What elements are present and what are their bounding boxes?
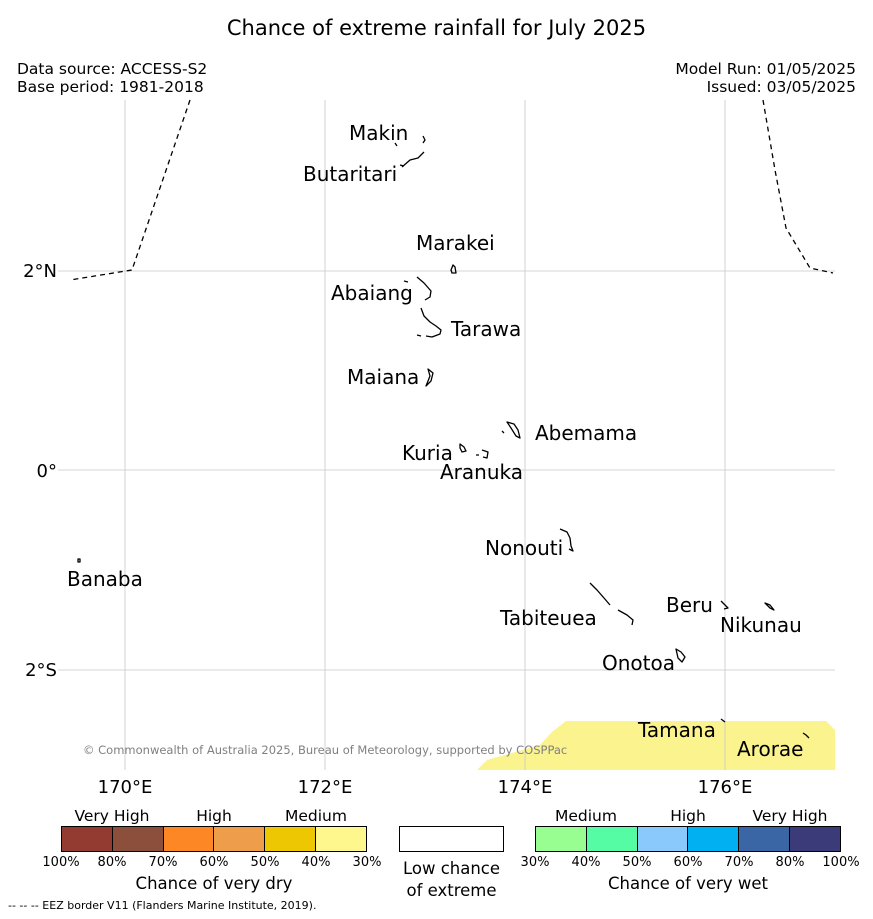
island-label-beru: Beru xyxy=(666,593,713,617)
tamana-outline xyxy=(720,718,726,723)
aranuka-outline xyxy=(476,449,489,459)
nonouti-outline xyxy=(559,528,574,552)
island-label-kuria: Kuria xyxy=(402,441,453,465)
dry-tick-4: 50% xyxy=(250,855,280,870)
dry-header-high: High xyxy=(196,807,232,825)
lat-label-2s: 2°S xyxy=(25,660,57,681)
marakei-outline xyxy=(450,264,457,274)
lon-label-172: 172°E xyxy=(298,777,353,798)
wet-swatch-5 xyxy=(789,827,840,851)
eez-border-note: -- -- -- EEZ border V11 (Flanders Marine… xyxy=(8,899,317,912)
wet-swatch-0 xyxy=(536,827,586,851)
wet-tick-5: 80% xyxy=(775,855,805,870)
island-label-abemama: Abemama xyxy=(535,421,637,445)
island-label-abaiang: Abaiang xyxy=(331,281,413,305)
island-label-nonouti: Nonouti xyxy=(485,536,563,560)
lat-label-0: 0° xyxy=(37,461,57,482)
maiana-outline xyxy=(425,368,434,387)
dry-swatch-0 xyxy=(62,827,112,851)
island-label-onotoa: Onotoa xyxy=(602,651,675,675)
tabiteuea-outline xyxy=(589,582,634,626)
low-chance-caption-line1: Low chance xyxy=(402,859,501,878)
low-chance-caption-line2: of extreme xyxy=(406,881,497,900)
low-chance-caption: Low chance of extreme xyxy=(374,858,529,902)
model-run-block: Model Run: 01/05/2025 Issued: 03/05/2025 xyxy=(675,60,856,96)
onotoa-outline xyxy=(675,648,686,663)
tarawa-outline xyxy=(416,307,442,338)
island-label-tamana: Tamana xyxy=(637,718,716,742)
dry-tick-3: 60% xyxy=(199,855,229,870)
island-label-arorae: Arorae xyxy=(737,737,803,761)
dry-tick-0: 100% xyxy=(42,855,80,870)
issued-text: Issued: 03/05/2025 xyxy=(706,78,856,96)
wet-tick-6: 100% xyxy=(822,855,860,870)
wet-swatch-1 xyxy=(585,827,637,851)
low-chance-swatch xyxy=(399,826,504,852)
wet-colorbar xyxy=(535,826,841,852)
model-run-text: Model Run: 01/05/2025 xyxy=(675,60,856,78)
dry-swatch-3 xyxy=(213,827,265,851)
dry-header-very-high: Very High xyxy=(74,807,150,825)
dry-tick-2: 70% xyxy=(148,855,178,870)
lon-label-174: 174°E xyxy=(498,777,553,798)
wet-tick-4: 70% xyxy=(724,855,754,870)
island-label-marakei: Marakei xyxy=(416,231,495,255)
medium-dry-shading xyxy=(477,721,835,770)
wet-tick-1: 40% xyxy=(571,855,601,870)
dry-tick-5: 40% xyxy=(301,855,331,870)
eez-border-east xyxy=(762,99,834,274)
dry-swatch-1 xyxy=(111,827,163,851)
island-label-nikunau: Nikunau xyxy=(720,613,802,637)
island-label-makin: Makin xyxy=(349,121,408,145)
island-label-butaritari: Butaritari xyxy=(303,162,397,186)
dry-colorbar xyxy=(61,826,367,852)
island-label-tarawa: Tarawa xyxy=(450,317,521,341)
wet-caption: Chance of very wet xyxy=(608,874,768,893)
butaritari-outline xyxy=(399,151,425,168)
copyright-text: © Commonwealth of Australia 2025, Bureau… xyxy=(83,743,567,757)
dry-tick-labels: 100% 80% 70% 60% 50% 40% 30% xyxy=(0,855,873,873)
data-source-block: Data source: ACCESS-S2 Base period: 1981… xyxy=(17,60,207,96)
wet-swatch-2 xyxy=(636,827,688,851)
lon-label-170: 170°E xyxy=(98,777,153,798)
chart-title: Chance of extreme rainfall for July 2025 xyxy=(226,16,647,40)
abaiang-outline xyxy=(403,276,432,301)
wet-swatch-3 xyxy=(687,827,739,851)
wet-tick-labels: 30% 40% 50% 60% 70% 80% 100% xyxy=(0,855,873,873)
dry-caption: Chance of very dry xyxy=(135,874,293,893)
arorae-outline xyxy=(802,732,810,739)
nikunau-outline xyxy=(764,602,775,611)
dry-swatch-2 xyxy=(162,827,214,851)
island-label-maiana: Maiana xyxy=(347,365,419,389)
banaba-outline xyxy=(77,558,81,563)
dry-tick-1: 80% xyxy=(97,855,127,870)
wet-tick-2: 50% xyxy=(622,855,652,870)
dry-header-medium: Medium xyxy=(285,807,347,825)
wet-header-high: High xyxy=(670,807,706,825)
wet-header-medium: Medium xyxy=(555,807,617,825)
wet-header-very-high: Very High xyxy=(752,807,828,825)
dry-swatch-4 xyxy=(264,827,316,851)
data-source-text: Data source: ACCESS-S2 xyxy=(17,60,208,78)
wet-tick-0: 30% xyxy=(520,855,550,870)
base-period-text: Base period: 1981-2018 xyxy=(17,78,204,96)
lon-label-176: 176°E xyxy=(698,777,753,798)
island-label-tabiteuea: Tabiteuea xyxy=(499,606,597,630)
abemama-outline xyxy=(501,421,521,439)
dry-swatch-5 xyxy=(315,827,366,851)
dry-tick-6: 30% xyxy=(352,855,382,870)
wet-tick-3: 60% xyxy=(673,855,703,870)
eez-border-west xyxy=(69,99,191,281)
kuria-outline xyxy=(459,443,467,453)
wet-swatch-4 xyxy=(738,827,790,851)
makin-outline xyxy=(394,135,426,147)
island-label-banaba: Banaba xyxy=(67,567,143,591)
lat-label-2n: 2°N xyxy=(23,261,57,282)
island-label-aranuka: Aranuka xyxy=(440,460,523,484)
beru-outline xyxy=(720,600,729,610)
